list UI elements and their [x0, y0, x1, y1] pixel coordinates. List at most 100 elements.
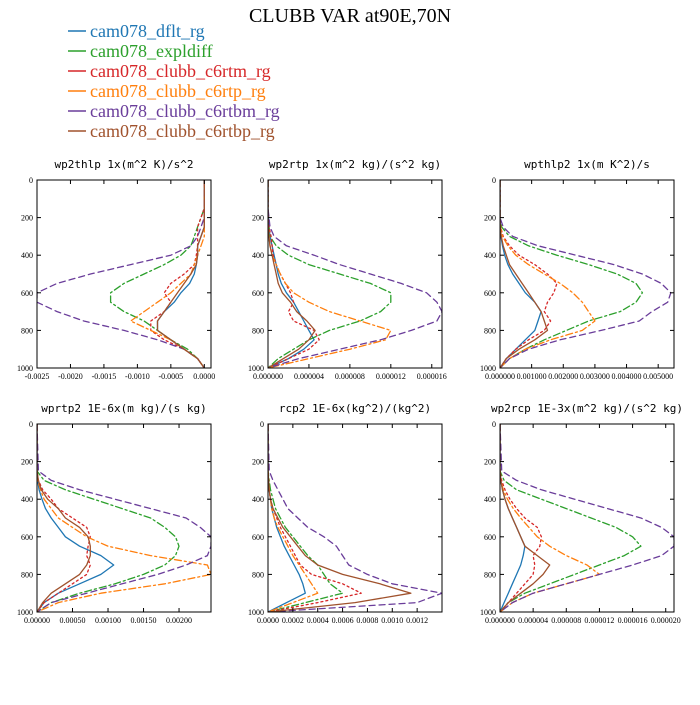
series-line — [268, 180, 442, 368]
series-line — [500, 180, 672, 368]
series-line — [500, 180, 596, 368]
series-line — [268, 424, 442, 612]
x-tick-label: 0.000012 — [376, 372, 406, 381]
y-tick-label: 600 — [252, 289, 264, 298]
x-tick-label: 0.000000 — [485, 372, 515, 381]
y-tick-label: 600 — [252, 533, 264, 542]
x-tick-label: 0.00200 — [166, 616, 192, 625]
series-line — [37, 180, 205, 368]
series-line — [37, 424, 211, 612]
y-tick-label: 200 — [252, 458, 264, 467]
y-tick-label: 200 — [21, 458, 33, 467]
x-tick-label: 0.0008 — [356, 616, 378, 625]
legend-label: cam078_clubb_c6rtbm_rg — [90, 101, 280, 121]
y-tick-label: 400 — [21, 495, 33, 504]
y-tick-label: 400 — [252, 251, 264, 260]
x-tick-label: 0.003000 — [580, 372, 610, 381]
y-tick-label: 400 — [21, 251, 33, 260]
series-line — [37, 424, 180, 612]
y-tick-label: 800 — [484, 326, 496, 335]
x-tick-label: 0.00050 — [60, 616, 86, 625]
y-tick-label: 200 — [21, 214, 33, 223]
legend-entry: cam078_clubb_c6rtp_rg — [68, 81, 266, 101]
x-tick-label: 0.000012 — [584, 616, 614, 625]
series-line — [500, 180, 644, 368]
y-tick-label: 200 — [252, 214, 264, 223]
legend-entry: cam078_clubb_c6rtm_rg — [68, 61, 271, 81]
x-tick-label: -0.0020 — [58, 372, 83, 381]
y-tick-label: 200 — [484, 214, 496, 223]
legend-label: cam078_clubb_c6rtbp_rg — [90, 121, 275, 141]
panel: wp2thlp 1x(m^2 K)/s^202004006008001000-0… — [17, 158, 215, 381]
y-tick-label: 800 — [252, 326, 264, 335]
panel: wp2rcp 1E-3x(m^2 kg)/(s^2 kg) 0 200 400 600 8… — [480, 402, 683, 625]
series-line — [500, 424, 642, 612]
y-tick-label: 1000 — [17, 364, 33, 373]
x-tick-label: 0.005000 — [643, 372, 673, 381]
panel: wp2rtp 1x(m^2 kg)/(s^2 kg) 0 200 400 600 800 1… — [248, 158, 447, 381]
y-tick-label: 800 — [484, 570, 496, 579]
panel-title: wprtp2 1E-6x(m kg)/(s kg) — [41, 402, 207, 415]
legend-label: cam078_dflt_rg — [90, 21, 205, 41]
y-tick-label: 1000 — [480, 608, 496, 617]
y-tick-label: 400 — [484, 251, 496, 260]
series-line — [268, 424, 344, 612]
y-tick-label: 800 — [252, 570, 264, 579]
series-line — [268, 424, 362, 612]
y-tick-label: 1000 — [17, 608, 33, 617]
legend-entry: cam078_expldiff — [68, 41, 213, 61]
plot-frame — [499, 179, 675, 369]
y-tick-label: 0 — [260, 176, 264, 185]
panel-title: wp2rtp 1x(m^2 kg)/(s^2 kg) — [269, 158, 441, 171]
x-tick-label: 0.0000 — [257, 616, 279, 625]
series-group — [500, 180, 672, 368]
y-tick-label: 0 — [29, 420, 33, 429]
series-line — [500, 424, 551, 612]
x-tick-label: 0.000000 — [253, 372, 283, 381]
x-tick-label: -0.0015 — [92, 372, 117, 381]
series-line — [150, 180, 205, 368]
y-tick-label: 200 — [484, 458, 496, 467]
panel-title: rcp2 1E-6x(kg^2)/(kg^2) — [279, 402, 431, 415]
x-tick-label: 0.001000 — [517, 372, 547, 381]
legend-label: cam078_expldiff — [90, 41, 213, 61]
x-tick-label: 0.00100 — [95, 616, 121, 625]
y-tick-label: 1000 — [248, 364, 264, 373]
series-line — [268, 424, 412, 612]
legend-entry: cam078_dflt_rg — [68, 21, 205, 41]
y-tick-label: 400 — [484, 495, 496, 504]
x-tick-label: 0.002000 — [548, 372, 578, 381]
x-tick-label: -0.0005 — [159, 372, 184, 381]
series-group — [268, 180, 442, 368]
y-tick-label: 400 — [252, 495, 264, 504]
series-line — [37, 424, 211, 612]
legend-entry: cam078_clubb_c6rtbp_rg — [68, 121, 275, 141]
x-tick-label: 0.0004 — [307, 616, 329, 625]
series-line — [500, 180, 549, 368]
x-tick-label: 0.000016 — [618, 616, 648, 625]
legend-entry: cam078_clubb_c6rtbm_rg — [68, 101, 280, 121]
plot-frame — [267, 423, 443, 613]
panel-title: wpthlp2 1x(m K^2)/s — [524, 158, 650, 171]
series-group — [268, 424, 442, 612]
legend-label: cam078_clubb_c6rtp_rg — [90, 81, 266, 101]
x-tick-label: 0.0012 — [406, 616, 428, 625]
x-tick-label: 0.000016 — [417, 372, 447, 381]
x-tick-label: 0.00150 — [131, 616, 157, 625]
x-tick-label: 0.004000 — [612, 372, 642, 381]
x-tick-label: -0.0025 — [25, 372, 50, 381]
y-tick-label: 600 — [21, 289, 33, 298]
series-line — [500, 424, 543, 612]
plot-frame — [499, 423, 675, 613]
x-tick-label: 0.0006 — [332, 616, 354, 625]
y-tick-label: 0 — [492, 420, 496, 429]
panel: wpthlp2 1x(m K^2)/s020040060080010000.00… — [480, 158, 675, 381]
series-line — [156, 180, 205, 368]
series-line — [37, 424, 91, 612]
series-group — [500, 424, 674, 612]
y-tick-label: 600 — [484, 289, 496, 298]
y-tick-label: 0 — [29, 176, 33, 185]
y-tick-label: 600 — [21, 533, 33, 542]
series-line — [500, 424, 674, 612]
